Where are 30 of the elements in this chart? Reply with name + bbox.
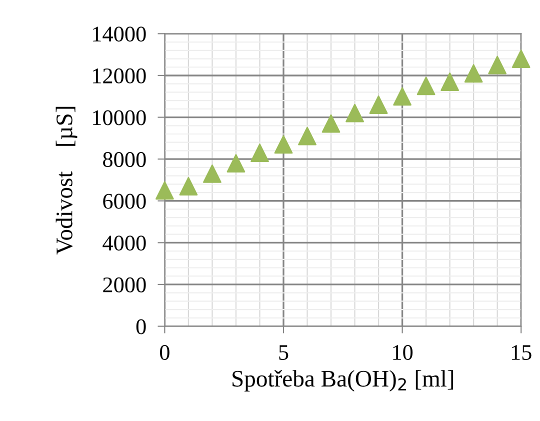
x-tick-label: 0 (160, 344, 170, 360)
y-tick-label: 2000 (103, 277, 146, 292)
point (416, 76, 436, 96)
point (488, 56, 507, 74)
y-tick-label: 4000 (102, 236, 146, 251)
x-tick-label: 10 (393, 344, 413, 360)
point (369, 96, 388, 114)
point (179, 177, 198, 196)
y-tick-label: 14000 (93, 26, 146, 42)
y-axis-title: Vodivost [µS] (56, 106, 78, 255)
x-tick-label: 5 (279, 345, 288, 360)
point (464, 64, 483, 83)
point (274, 135, 293, 154)
point (203, 164, 222, 183)
point (156, 181, 174, 200)
point (298, 126, 316, 146)
y-tick-label: 0 (136, 319, 146, 334)
y-tick-label: 8000 (103, 152, 146, 168)
point (440, 72, 460, 91)
point (346, 104, 364, 122)
point (512, 50, 530, 68)
point (322, 114, 340, 133)
x-tick-label: 15 (512, 345, 532, 360)
y-tick-label: 10000 (93, 110, 146, 126)
y-tick-label: 6000 (103, 194, 146, 209)
point (393, 87, 412, 106)
x-axis-title: Spotřeba Ba(OH)$_{2}$ [ml] (232, 370, 454, 392)
point (226, 154, 246, 172)
point (250, 144, 269, 162)
y-tick-label: 12000 (93, 68, 146, 84)
